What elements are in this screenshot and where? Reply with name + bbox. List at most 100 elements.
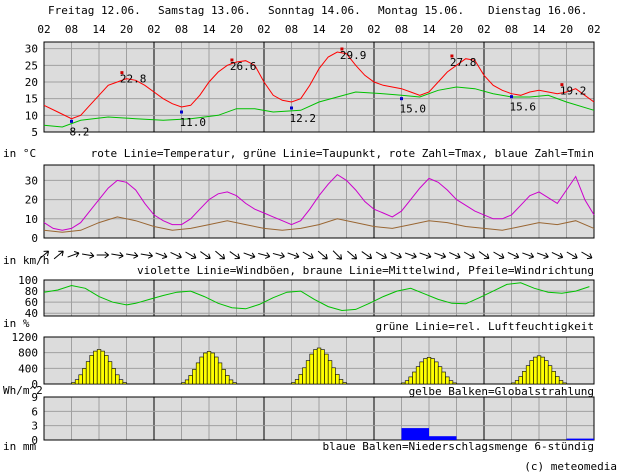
y-tick-label: 10: [25, 109, 38, 122]
y-tick-label: 5: [31, 126, 38, 139]
precipitation-panel: 03 69: [31, 391, 595, 447]
y-tick-label: 20: [25, 76, 38, 89]
radiation-bar: [426, 357, 432, 385]
wind-arrow-shape: [53, 250, 64, 260]
hour-label: 08: [395, 23, 408, 36]
series-gusts: [43, 173, 595, 231]
tmin-label: 15.6: [510, 101, 537, 114]
wind-arrow-shape: [272, 252, 285, 259]
wind-arrow-shape: [449, 252, 461, 260]
radiation-bar: [309, 353, 314, 385]
series-temperature: [43, 51, 595, 120]
radiation-bar: [419, 361, 424, 385]
wind-arrow: [302, 251, 314, 260]
wind-arrow: [287, 252, 300, 259]
wind-arrow-shape: [361, 251, 373, 260]
wind-arrow: [243, 252, 256, 259]
radiation-bar: [412, 371, 417, 385]
radiation-bar: [89, 355, 94, 385]
credit-text: (c) meteomedia: [524, 460, 617, 473]
top-axis-labels: Freitag 12.06. Samstag 13.06. Sonntag 14.0…: [37, 4, 600, 36]
wind-arrow: [39, 250, 50, 260]
y-tick-label: 9: [31, 391, 38, 404]
radiation-bar: [298, 374, 303, 385]
radiation-bar: [181, 382, 186, 385]
series-mean-wind: [43, 216, 595, 233]
wind-arrow: [229, 251, 241, 260]
unit-wind: in km/h: [3, 254, 49, 267]
day-label: Montag 15.06.: [378, 4, 464, 17]
wind-panel: 0 10 20 30: [25, 164, 595, 245]
radiation-bar: [518, 376, 523, 385]
tmax-label: 29.9: [340, 49, 367, 62]
tmax-marker: [450, 54, 454, 58]
y-tick-label: 800: [18, 347, 38, 360]
radiation-bar: [104, 355, 109, 385]
y-tick-label: 80: [25, 285, 38, 298]
y-tick-label: 60: [25, 296, 38, 309]
wind-arrow: [522, 252, 535, 259]
hour-label: 14: [202, 23, 216, 36]
wind-arrow: [551, 252, 564, 260]
radiation-bar: [331, 367, 336, 385]
caption-humidity: grüne Linie=rel. Luftfeuchtigkeit: [375, 320, 594, 333]
wind-arrow: [375, 251, 387, 260]
radiation-bar: [74, 379, 80, 385]
radiation-bar: [529, 360, 534, 385]
tmin-marker: [290, 106, 293, 110]
radiation-bar: [415, 366, 421, 385]
y-tick-label: 15: [25, 93, 38, 106]
y-tick-label: 25: [25, 59, 38, 72]
radiation-bar: [544, 360, 549, 385]
y-tick-label: 0: [31, 232, 38, 245]
panel-frame: [43, 279, 595, 317]
hour-label: 02: [257, 23, 270, 36]
wind-direction-arrows: [39, 250, 593, 260]
wind-arrow-shape: [96, 251, 109, 259]
wind-arrow-shape: [347, 250, 358, 260]
radiation-bar: [228, 379, 234, 385]
y-tick-label: 0: [31, 378, 38, 391]
wind-arrow: [155, 252, 168, 259]
radiation-bar: [562, 382, 567, 385]
wind-arrow: [404, 252, 417, 259]
wind-arrow-shape: [170, 252, 182, 260]
wind-arrow: [390, 252, 402, 260]
y-tick-label: 0: [31, 434, 38, 447]
radiation-bar: [107, 361, 113, 385]
wind-arrow-shape: [140, 252, 153, 259]
hour-label: 20: [340, 23, 353, 36]
wind-arrow: [361, 251, 373, 260]
tmin-marker: [400, 97, 403, 101]
radiation-bar: [551, 370, 556, 385]
wind-arrow: [272, 252, 285, 259]
hour-label: 20: [230, 23, 243, 36]
wind-arrow: [215, 250, 226, 260]
radiation-bar: [547, 365, 553, 385]
hour-label: 14: [92, 23, 106, 36]
day-label: Freitag 12.06.: [48, 4, 141, 17]
radiation-bar: [316, 347, 322, 385]
wind-arrow: [566, 251, 578, 260]
y-tick-label: 30: [25, 43, 38, 56]
tmin-label: 15.0: [400, 103, 427, 116]
wind-arrow-shape: [551, 252, 564, 260]
wind-arrow-shape: [287, 252, 300, 259]
wind-arrow: [434, 252, 447, 259]
unit-temperature: in °C: [3, 147, 36, 160]
caption-precipitation: blaue Balken=Niederschlagsmenge 6-stündi…: [322, 440, 594, 453]
caption-temperature: rote Linie=Temperatur, grüne Linie=Taupu…: [91, 147, 594, 160]
radiation-bar: [85, 361, 91, 385]
hour-label: 14: [532, 23, 546, 36]
wind-arrow: [493, 251, 505, 260]
wind-arrow-shape: [478, 251, 490, 260]
wind-arrow: [449, 252, 461, 260]
radiation-bar: [199, 356, 204, 385]
radiation-bar: [313, 349, 318, 385]
hour-label: 20: [120, 23, 133, 36]
wind-arrow-shape: [229, 251, 241, 260]
hour-label: 02: [587, 23, 600, 36]
radiation-bar: [221, 369, 226, 385]
temperature-panel: 5 10 15 20 25 30 22.8 26.6 29.9 27.8 19.2 8.2 11.0 12…: [25, 41, 595, 139]
tmax-marker: [230, 58, 234, 62]
